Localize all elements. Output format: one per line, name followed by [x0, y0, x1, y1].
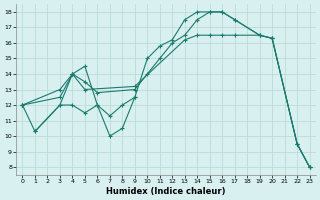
X-axis label: Humidex (Indice chaleur): Humidex (Indice chaleur) [106, 187, 226, 196]
